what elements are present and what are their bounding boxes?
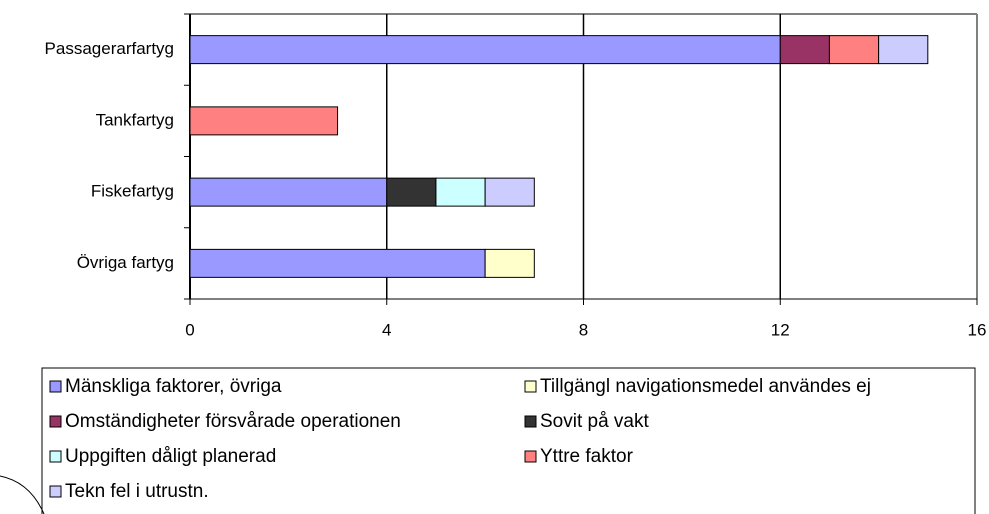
decoration-arc [0, 475, 45, 514]
legend-swatch [49, 415, 62, 428]
bar-segment [386, 177, 437, 207]
x-tick-label: 12 [771, 320, 790, 339]
legend-swatch [49, 450, 62, 463]
bar-segment [189, 248, 486, 278]
x-tick-label: 8 [579, 320, 588, 339]
bar-segment [189, 35, 781, 65]
bar-segment [484, 177, 535, 207]
legend-swatch [49, 380, 62, 393]
bar-segment [189, 106, 339, 136]
x-tick-label: 4 [382, 320, 391, 339]
legend-label: Mänskliga faktorer, övriga [65, 376, 282, 397]
legend-box [41, 367, 976, 514]
bar-segment [189, 177, 388, 207]
legend-swatch [524, 415, 537, 428]
legend-label: Uppgiften dåligt planerad [65, 446, 276, 467]
bar-segment [878, 35, 929, 65]
y-tick-label: Tankfartyg [96, 110, 174, 129]
x-tick-label: 0 [185, 320, 194, 339]
legend-label: Tekn fel i utrustn. [65, 481, 209, 502]
legend-label: Sovit på vakt [540, 411, 649, 432]
bar-segment [779, 35, 830, 65]
legend-label: Omständigheter försvårade operationen [65, 411, 401, 432]
legend-label: Yttre faktor [540, 446, 634, 467]
legend-swatch [524, 380, 537, 393]
y-tick-label: Övriga fartyg [77, 253, 174, 272]
bar-segment [484, 248, 535, 278]
legend-label: Tillgängl navigationsmedel användes ej [540, 376, 871, 397]
bar-segment [435, 177, 486, 207]
legend-swatch [49, 485, 62, 498]
y-tick-label: Fiskefartyg [91, 182, 174, 201]
legend-swatch [524, 450, 537, 463]
y-tick-label: Passagerarfartyg [45, 39, 174, 58]
bar-segment [828, 35, 880, 65]
x-tick-label: 16 [968, 320, 987, 339]
